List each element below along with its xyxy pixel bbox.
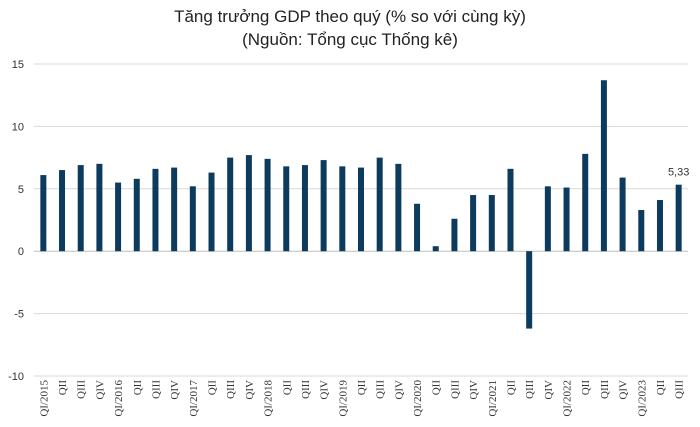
x-axis: QI/2015 QII QIII QIV QI/2016 QII QIII QIV QI/201… (38, 380, 685, 417)
bar (283, 166, 290, 252)
data-label: 5,33 (668, 167, 689, 179)
y-tick-label: 10 (12, 121, 24, 133)
data-labels: 5,33 (668, 167, 689, 179)
bar (451, 218, 458, 252)
x-tick-label: QIV (94, 380, 106, 400)
y-tick-label: 5 (18, 184, 24, 196)
gridlines (34, 63, 688, 377)
x-tick-label: QIV (244, 380, 256, 400)
bar (245, 155, 252, 252)
bar (77, 165, 84, 252)
bar (227, 157, 234, 252)
bar (395, 163, 402, 252)
x-tick-label: QI/2018 (263, 380, 275, 417)
x-tick-label: QIV (468, 380, 480, 400)
x-tick-label: QIV (169, 380, 181, 400)
x-tick-label: QIV (319, 380, 331, 400)
x-tick-label: QIII (599, 380, 611, 399)
x-tick-label: QIV (393, 380, 405, 400)
y-axis: -10 -5 0 5 10 15 (8, 59, 24, 383)
bar (470, 195, 477, 252)
x-tick-label: QII (505, 380, 517, 396)
x-tick-label: QIV (618, 380, 630, 400)
y-tick-label: 15 (12, 59, 24, 71)
x-tick-label: QIII (76, 380, 88, 399)
bar (301, 165, 308, 252)
x-tick-label: QII (580, 380, 592, 396)
chart-title: Tăng trưởng GDP theo quý (% so với cùng … (174, 7, 526, 26)
bar (171, 167, 178, 252)
y-tick-label: 0 (18, 246, 24, 258)
bar (320, 160, 327, 252)
bar (40, 175, 47, 252)
x-tick-label: QIII (300, 380, 312, 399)
bar (208, 172, 215, 252)
bar (189, 186, 196, 252)
x-tick-label: QII (356, 380, 368, 396)
x-tick-label: QIII (524, 380, 536, 399)
bar (526, 251, 533, 329)
bar (656, 200, 663, 252)
x-tick-label: QIII (449, 380, 461, 399)
x-tick-label: QI/2019 (337, 380, 349, 417)
bar (133, 178, 140, 252)
bar (563, 187, 570, 252)
bar (339, 166, 346, 252)
x-tick-label: QIII (225, 380, 237, 399)
bar (96, 163, 103, 252)
x-tick-label: QIII (674, 380, 686, 399)
y-tick-label: -5 (14, 309, 24, 321)
bar (115, 182, 122, 252)
bar (264, 158, 271, 252)
bar (544, 186, 551, 252)
x-tick-label: QIII (375, 380, 387, 399)
x-tick-label: QI/2023 (636, 380, 648, 417)
x-tick-label: QI/2017 (188, 380, 200, 417)
y-tick-label: -10 (8, 371, 24, 383)
x-tick-label: QII (132, 380, 144, 396)
bar (600, 80, 607, 252)
bar (432, 246, 439, 252)
bar (638, 210, 645, 252)
x-tick-label: QI/2021 (487, 380, 499, 417)
x-tick-label: QIV (543, 380, 555, 400)
x-tick-label: QI/2016 (113, 380, 125, 417)
x-tick-label: QI/2015 (38, 380, 50, 417)
x-tick-label: QII (655, 380, 667, 396)
x-tick-label: QI/2022 (562, 380, 574, 417)
bar (507, 168, 514, 252)
x-tick-label: QI/2020 (412, 380, 424, 417)
bar (619, 177, 626, 252)
bar (59, 170, 66, 252)
bars (40, 80, 682, 329)
chart-subtitle: (Nguồn: Tổng cục Thống kê) (242, 30, 458, 49)
x-tick-label: QIII (150, 380, 162, 399)
x-tick-label: QII (57, 380, 69, 396)
bar (376, 157, 383, 252)
x-tick-label: QII (207, 380, 219, 396)
x-tick-label: QII (281, 380, 293, 396)
bar (152, 168, 159, 252)
bar (358, 167, 364, 252)
bar (582, 153, 589, 252)
bar (675, 184, 682, 252)
bar (414, 203, 421, 252)
bar (488, 195, 495, 252)
x-tick-label: QII (431, 380, 443, 396)
